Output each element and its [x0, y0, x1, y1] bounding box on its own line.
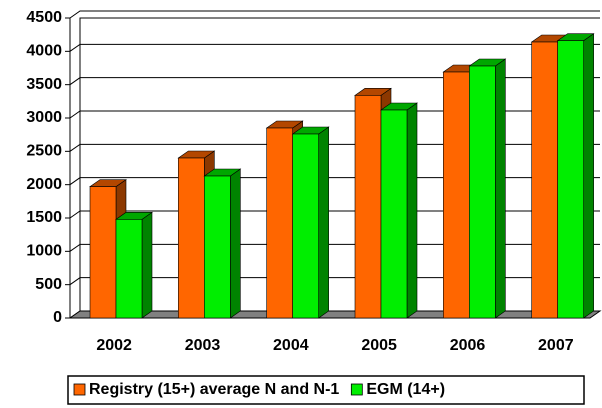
grid-line: [69, 243, 600, 252]
bar-front: [469, 65, 496, 319]
legend-label: EGM (14+): [366, 381, 445, 398]
x-tick-label: 2003: [185, 337, 221, 354]
y-tick-label: 1000: [26, 243, 62, 260]
y-tick-label: 500: [35, 276, 62, 293]
grid-line: [69, 77, 600, 86]
x-tick-label: 2004: [273, 337, 309, 354]
y-tick-label: 1500: [26, 209, 62, 226]
bar-front: [557, 40, 584, 319]
legend-box: [67, 375, 585, 405]
bar-front: [204, 175, 231, 319]
y-tick-label: 3500: [26, 76, 62, 93]
bar: [468, 58, 507, 319]
bar-front: [531, 41, 558, 319]
grid-line: [69, 210, 600, 219]
bar-front: [443, 71, 470, 319]
bar-side: [230, 168, 241, 319]
bar: [556, 33, 595, 319]
bar-side: [583, 33, 594, 319]
bar-front: [292, 133, 319, 319]
bar: [291, 126, 330, 319]
grid-line: [69, 110, 600, 119]
bar-side: [318, 126, 329, 319]
y-tick-label: 0: [53, 309, 62, 326]
bar: [203, 168, 242, 319]
bar-front: [354, 95, 382, 319]
bar-front: [89, 186, 117, 319]
grid-line: [69, 10, 600, 19]
bar-side: [406, 102, 418, 319]
legend-swatch: [73, 383, 86, 396]
y-tick-label: 4000: [26, 43, 62, 60]
grid-line: [69, 143, 600, 152]
y-tick-label: 2500: [26, 143, 62, 160]
bar-side: [141, 211, 153, 319]
legend-label: Registry (15+) average N and N-1: [89, 381, 339, 398]
bar: [380, 102, 418, 319]
y-tick-label: 3000: [26, 109, 62, 126]
y-tick-label: 2000: [26, 176, 62, 193]
grid-line: [69, 43, 600, 52]
bar-front: [266, 127, 293, 319]
y-tick-label: 4500: [26, 9, 62, 26]
x-tick-label: 2002: [96, 337, 132, 354]
grid-line: [69, 277, 600, 286]
x-tick-label: 2005: [361, 337, 397, 354]
grid-line: [69, 177, 600, 186]
bar: [115, 211, 153, 319]
x-tick-label: 2007: [538, 337, 574, 354]
bar-front: [178, 157, 205, 319]
bar-side: [495, 58, 506, 319]
bar-front: [380, 109, 408, 319]
x-tick-label: 2006: [450, 337, 486, 354]
legend-swatch: [350, 383, 363, 396]
bar-front: [115, 219, 143, 319]
